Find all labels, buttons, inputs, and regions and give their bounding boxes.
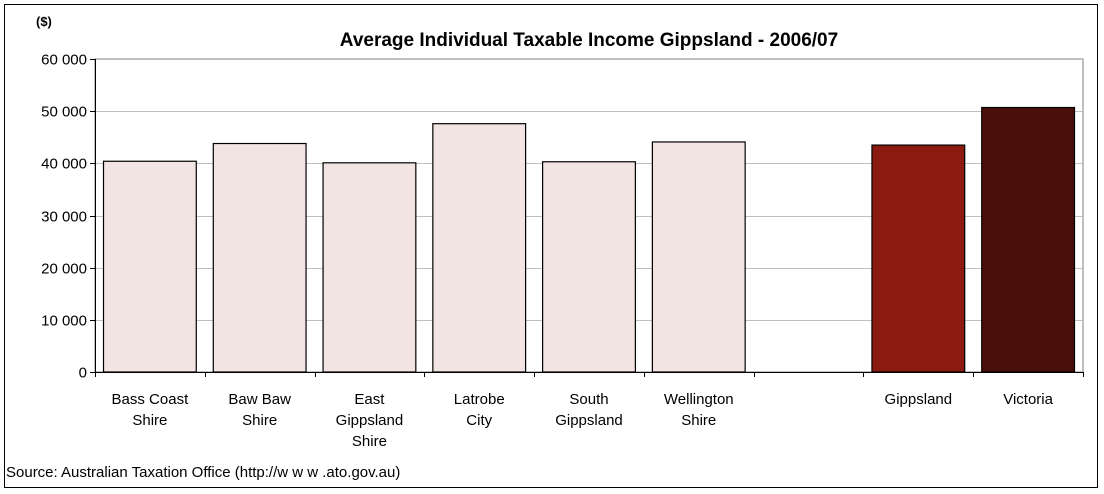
chart-frame	[4, 4, 1098, 488]
x-category-label: Gippsland	[885, 391, 953, 408]
x-category-label: Wellington	[664, 391, 734, 408]
y-tick-label: 30 000	[41, 209, 87, 226]
x-category-label: Gippsland	[336, 412, 404, 429]
y-tick-label: 40 000	[41, 156, 87, 173]
chart-title: Average Individual Taxable Income Gippsl…	[339, 30, 839, 51]
y-axis-unit-label: ($)	[36, 14, 52, 29]
x-category-label: Baw Baw	[228, 391, 291, 408]
source-note: Source: Australian Taxation Office (http…	[6, 464, 401, 481]
x-category-label: East	[354, 391, 385, 408]
bar	[871, 144, 966, 373]
x-category-label: City	[466, 412, 492, 429]
bar	[651, 141, 746, 373]
y-tick-label: 50 000	[41, 104, 87, 121]
x-category-label: Bass Coast	[112, 391, 190, 408]
x-category-label: Shire	[352, 433, 387, 450]
x-category-label: South	[569, 391, 608, 408]
x-category-label: Latrobe	[454, 391, 505, 408]
x-category-label: Shire	[242, 412, 277, 429]
x-category-label: Victoria	[1003, 391, 1053, 408]
bar	[212, 142, 307, 373]
x-category-label: Gippsland	[555, 412, 623, 429]
bar	[322, 162, 417, 373]
x-category-label: Shire	[681, 412, 716, 429]
bar	[542, 161, 636, 373]
y-tick-label: 60 000	[41, 52, 87, 69]
bar	[102, 160, 197, 373]
x-category-label: Shire	[132, 412, 167, 429]
bar	[981, 106, 1076, 373]
bar	[432, 123, 527, 373]
y-tick-label: 20 000	[41, 261, 87, 278]
y-tick-label: 0	[79, 365, 87, 382]
y-tick-label: 10 000	[41, 313, 87, 330]
